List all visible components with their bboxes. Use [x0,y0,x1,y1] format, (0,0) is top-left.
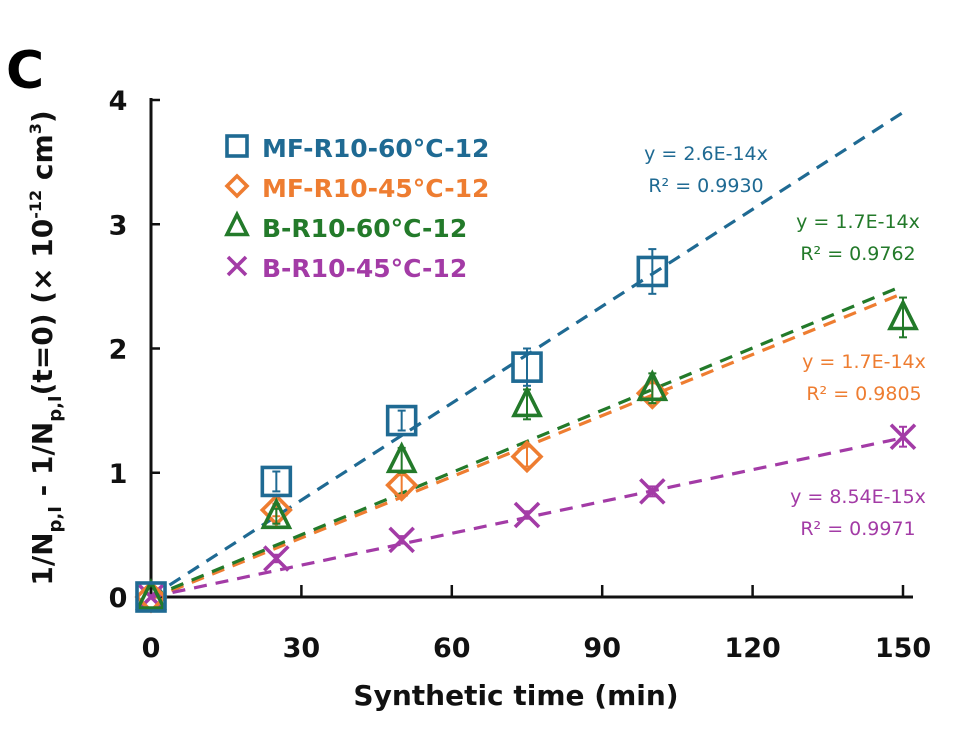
legend-cross-icon [226,255,248,277]
y-axis-title-part: cm [26,134,59,190]
data-point-cross [639,478,666,505]
series-cross [137,423,917,611]
data-point-square [511,351,543,383]
legend-item: MF-R10-60°C-12 [225,134,489,163]
y-axis-title-part: - 1/N [26,422,59,506]
data-point-cross [889,423,917,450]
y-tick-label: 3 [109,210,128,241]
data-point-square [260,465,293,498]
x-axis-title: Synthetic time (min) [353,679,678,712]
y-axis-title-part: (t=0) (× 10 [26,219,59,396]
fit-equation: y = 1.7E-14x [802,351,926,373]
data-point-triangle [636,369,669,402]
fit-r-squared: R² = 0.9971 [800,518,915,540]
fit-annotation-diamond: y = 1.7E-14x R² = 0.9805 [802,351,926,405]
legend-item: B-R10-60°C-12 [224,210,467,243]
y-axis-title-part: ) [26,110,59,123]
fit-r-squared: R² = 0.9762 [800,243,915,265]
data-point-diamond [510,440,544,474]
fit-annotations: y = 2.6E-14x R² = 0.9930 y = 1.7E-14x R² = … [644,143,926,540]
cross-stroke [226,255,248,277]
legend-label: B-R10-60°C-12 [262,214,467,243]
y-tick-label: 1 [109,459,128,490]
legend-diamond-icon [224,173,250,199]
y-axis-title-sup: 3 [26,123,45,134]
x-tick-label: 90 [583,633,621,664]
panel-label: C [6,41,44,101]
data-point-square [385,404,418,437]
cross-stroke [889,423,917,450]
data-point-cross [513,501,541,529]
data-point-triangle [385,441,418,474]
legend-item: B-R10-45°C-12 [226,254,467,283]
error-bar [523,445,531,468]
y-axis-title-sup: -12 [26,190,45,219]
fit-equation: y = 1.7E-14x [796,211,920,233]
y-axis-title-sub: p,I [45,395,66,421]
cross-stroke [388,526,415,554]
y-axis-title: 1/Np,I - 1/Np,I(t=0) (× 10-12 cm3) [26,110,66,585]
y-tick-label: 4 [109,86,128,117]
series-square [135,248,669,613]
legend-marker-shape [226,255,248,277]
legend-marker-shape [225,134,249,158]
fit-r-squared: R² = 0.9930 [648,175,763,197]
x-tick-label: 0 [142,633,161,664]
data-point-triangle [260,497,293,530]
fit-annotation-cross: y = 8.54E-15x R² = 0.9971 [790,486,926,540]
data-point-triangle [135,578,167,610]
legend-label: B-R10-45°C-12 [262,254,467,283]
fit-equation: y = 8.54E-15x [790,486,926,508]
data-point-cross [388,526,415,554]
legend-marker-shape [224,173,250,199]
fit-annotation-square: y = 2.6E-14x R² = 0.9930 [644,143,768,197]
y-tick-label: 2 [109,335,128,366]
cross-stroke [513,501,541,529]
data-point-triangle [511,385,543,418]
error-bar [397,409,406,432]
legend-marker-shape [224,210,250,237]
axes: 0 1 2 3 4 0 30 60 90 120 150 [109,86,932,664]
cross-stroke [639,478,666,505]
error-bar [272,470,281,493]
x-tick-label: 150 [875,633,931,664]
legend-triangle-icon [224,210,250,237]
y-axis-title-part: 1/N [26,532,59,585]
x-tick-label: 60 [433,633,471,664]
fit-annotation-triangle: y = 1.7E-14x R² = 0.9762 [796,211,920,265]
data-point-square [636,255,669,288]
y-tick-label: 0 [109,583,128,614]
data-point-diamond [385,468,419,502]
data-point-triangle [887,298,919,331]
x-tick-label: 120 [724,633,780,664]
legend-square-icon [225,134,249,158]
legend-label: MF-R10-45°C-12 [262,174,489,203]
legend: MF-R10-60°C-12 MF-R10-45°C-12 B-R10-60°C… [224,134,489,283]
data-point-cross [263,545,290,572]
fit-r-squared: R² = 0.9805 [806,383,921,405]
legend-label: MF-R10-60°C-12 [262,134,489,163]
series-triangle [135,296,919,610]
x-tick-label: 30 [283,633,321,664]
fit-equation: y = 2.6E-14x [644,143,768,165]
data-points [134,248,919,614]
data-point-square [135,581,167,613]
legend-item: MF-R10-45°C-12 [224,173,489,203]
cross-stroke [263,545,290,572]
y-axis-title-sub: p,I [45,506,66,532]
